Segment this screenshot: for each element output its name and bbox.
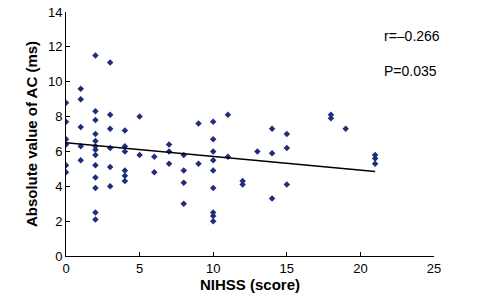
svg-text:0: 0 <box>55 249 62 264</box>
svg-text:12: 12 <box>48 39 62 54</box>
svg-text:25: 25 <box>427 261 441 276</box>
svg-text:NIHSS (score): NIHSS (score) <box>200 276 300 293</box>
svg-text:P=0.035: P=0.035 <box>384 63 437 79</box>
svg-text:8: 8 <box>55 109 62 124</box>
svg-text:Absolute value of AC (ms): Absolute value of AC (ms) <box>23 41 40 227</box>
svg-text:4: 4 <box>55 179 62 194</box>
svg-text:14: 14 <box>48 5 62 20</box>
svg-text:15: 15 <box>280 261 294 276</box>
svg-text:10: 10 <box>206 261 220 276</box>
svg-text:r=–0.266: r=–0.266 <box>384 28 440 44</box>
svg-text:2: 2 <box>55 214 62 229</box>
svg-text:10: 10 <box>48 74 62 89</box>
svg-text:5: 5 <box>136 261 143 276</box>
svg-text:6: 6 <box>55 144 62 159</box>
svg-text:0: 0 <box>62 261 69 276</box>
svg-text:20: 20 <box>353 261 367 276</box>
